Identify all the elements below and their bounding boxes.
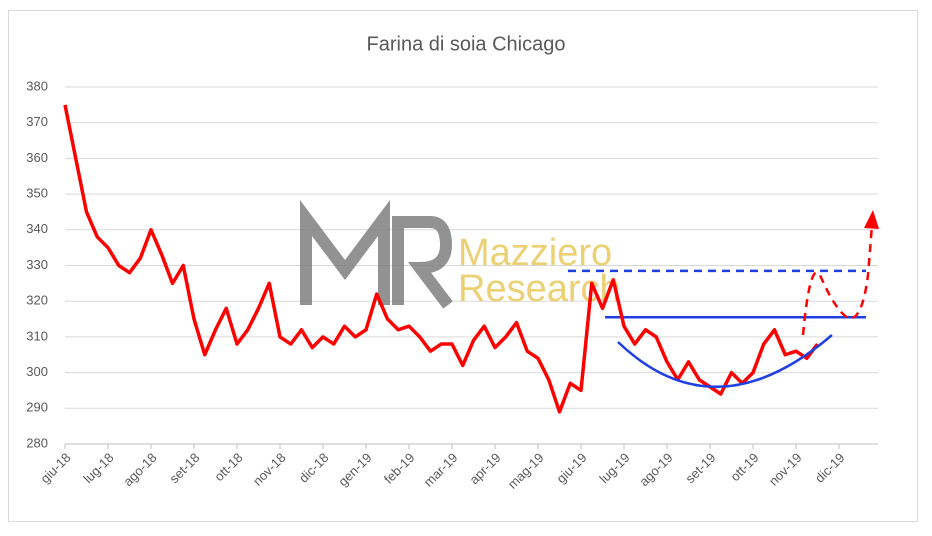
watermark-text: Mazziero [458, 232, 612, 274]
chart-title: Farina di soia Chicago [367, 33, 566, 55]
watermark-text: Research [458, 268, 621, 310]
plot [63, 104, 866, 414]
y-tick-label: 320 [26, 293, 48, 308]
y-tick-label: 350 [26, 186, 48, 201]
y-tick-label: 300 [26, 364, 48, 379]
y-tick-label: 370 [26, 114, 48, 129]
y-tick-label: 360 [26, 150, 48, 165]
y-tick-label: 310 [26, 328, 48, 343]
projection [801, 224, 874, 336]
projection-arrow [864, 210, 879, 229]
bowl-arc [617, 334, 833, 389]
logo-r [392, 216, 453, 309]
y-tick-label: 340 [26, 221, 48, 236]
y-tick-label: 290 [26, 400, 48, 415]
watermark-logo: Mazziero Research [300, 200, 621, 310]
y-tick-label: 380 [26, 78, 48, 93]
series-line [63, 104, 819, 414]
y-tick-label: 330 [26, 257, 48, 272]
logo-m [300, 200, 390, 305]
y-tick-label: 280 [26, 435, 48, 450]
